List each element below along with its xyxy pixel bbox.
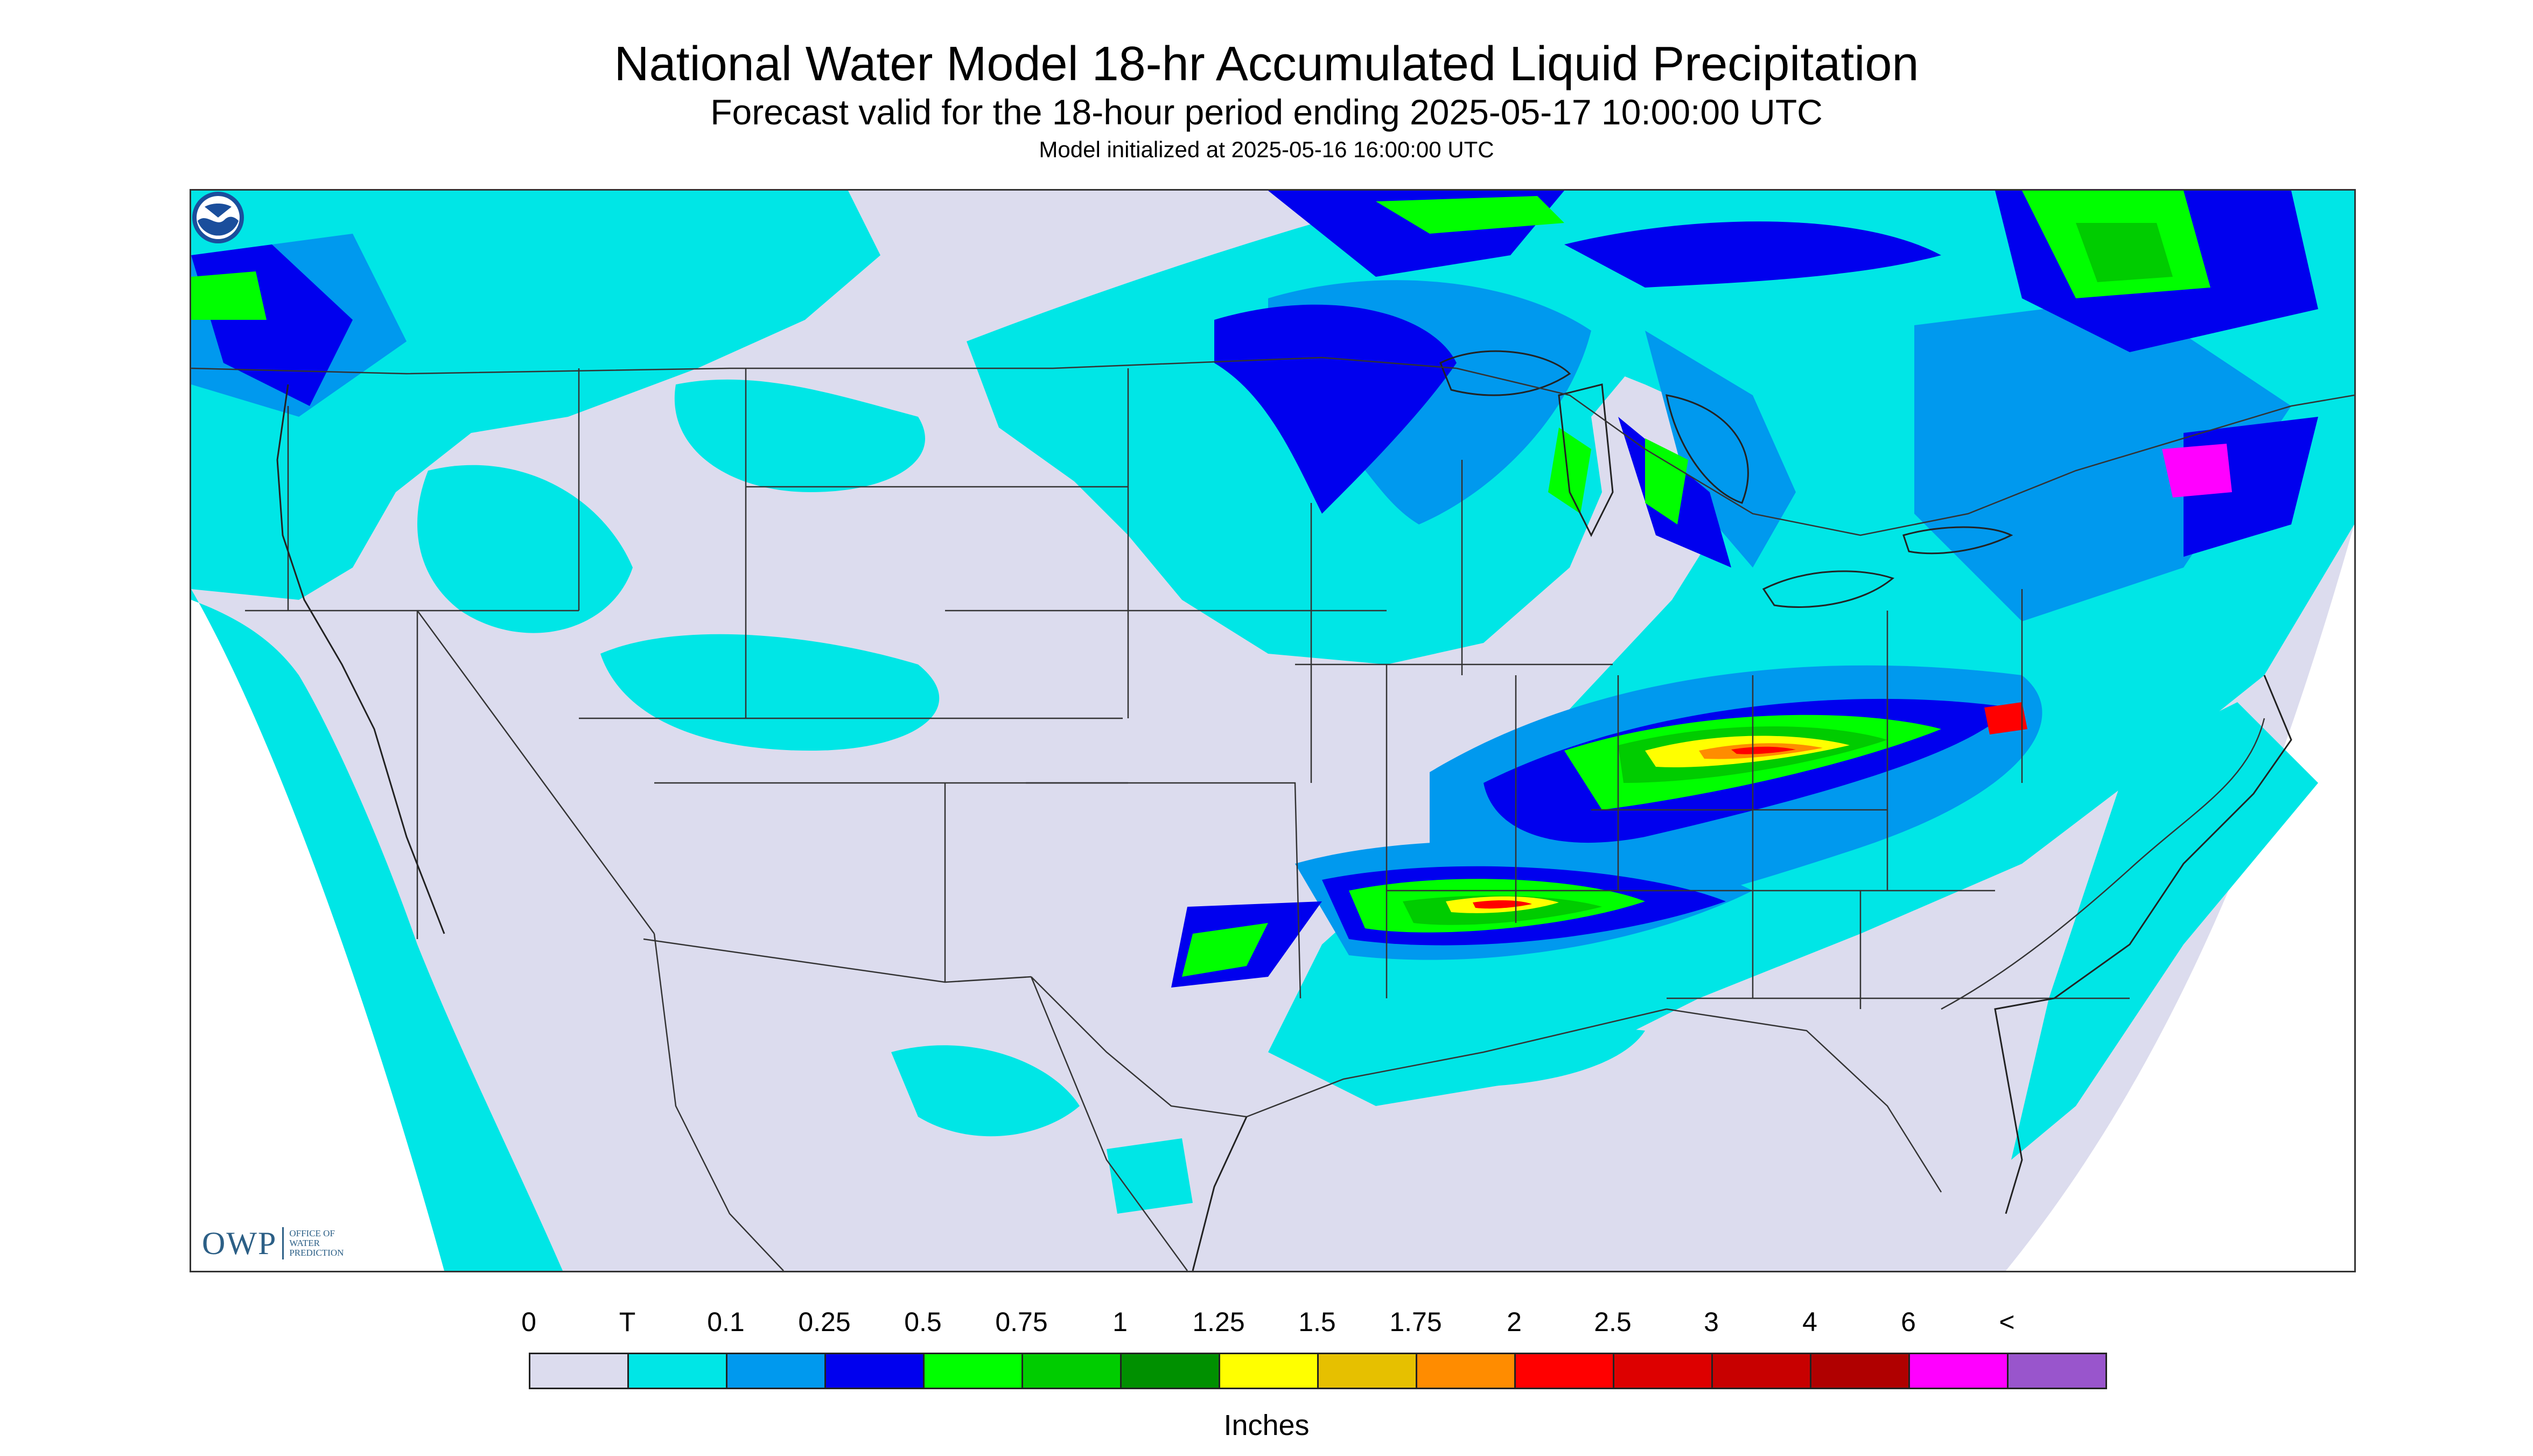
precipitation-map: OWP OFFICE OF WATER PREDICTION: [190, 189, 2356, 1272]
legend-tick-label: 0.5: [904, 1307, 942, 1337]
great-lakes: [1439, 350, 2013, 608]
legend-tick-label: 0: [521, 1307, 536, 1337]
owp-logo: OWP OFFICE OF WATER PREDICTION: [202, 1224, 344, 1262]
map-title: National Water Model 18-hr Accumulated L…: [614, 37, 1919, 91]
legend-swatch: [1219, 1353, 1319, 1389]
precip-heavy-cores: [1446, 444, 2232, 913]
legend-swatch: [1021, 1353, 1122, 1389]
legend-tick-label: 2: [1507, 1307, 1522, 1337]
legend-swatch: [1416, 1353, 1516, 1389]
legend-tick-label: T: [619, 1307, 636, 1337]
legend-tick-label: 0.1: [707, 1307, 745, 1337]
legend-swatch: [824, 1353, 925, 1389]
map-canvas: [191, 191, 2354, 1271]
owp-logo-text: OFFICE OF WATER PREDICTION: [289, 1228, 344, 1258]
owp-logo-separator: [282, 1227, 284, 1259]
map-subtitle: Forecast valid for the 18-hour period en…: [710, 92, 1823, 132]
legend-tick-label: 1.75: [1389, 1307, 1442, 1337]
legend-swatch: [1317, 1353, 1417, 1389]
legend-units: Inches: [1223, 1409, 1310, 1441]
legend-tick-label: 6: [1901, 1307, 1916, 1337]
noaa-logo-icon: [192, 192, 244, 243]
legend-swatch: [1613, 1353, 1713, 1389]
legend-tick-label: 3: [1704, 1307, 1719, 1337]
political-boundaries: [191, 356, 2354, 1271]
legend-tick-label: <: [1999, 1307, 2015, 1337]
precip-legend: [529, 1353, 2107, 1389]
legend-tick-label: 0.25: [798, 1307, 851, 1337]
legend-swatch: [726, 1353, 826, 1389]
legend-tick-label: 0.75: [995, 1307, 1048, 1337]
legend-swatch: [2007, 1353, 2107, 1389]
model-init-time: Model initialized at 2025-05-16 16:00:00…: [1039, 137, 1494, 162]
legend-swatch: [1514, 1353, 1614, 1389]
legend-tick-label: 4: [1802, 1307, 1817, 1337]
legend-swatch: [1120, 1353, 1220, 1389]
legend-swatch: [1810, 1353, 1910, 1389]
legend-tick-label: 1: [1112, 1307, 1128, 1337]
coastlines: [276, 384, 2292, 1271]
legend-swatch: [529, 1353, 629, 1389]
legend-swatch: [627, 1353, 727, 1389]
owp-logo-mark: OWP: [202, 1225, 277, 1261]
legend-swatch: [1711, 1353, 1811, 1389]
legend-tick-label: 2.5: [1594, 1307, 1632, 1337]
legend-swatch: [1908, 1353, 2009, 1389]
legend-swatch: [923, 1353, 1023, 1389]
legend-tick-label: 1.5: [1298, 1307, 1336, 1337]
legend-tick-label: 1.25: [1192, 1307, 1245, 1337]
